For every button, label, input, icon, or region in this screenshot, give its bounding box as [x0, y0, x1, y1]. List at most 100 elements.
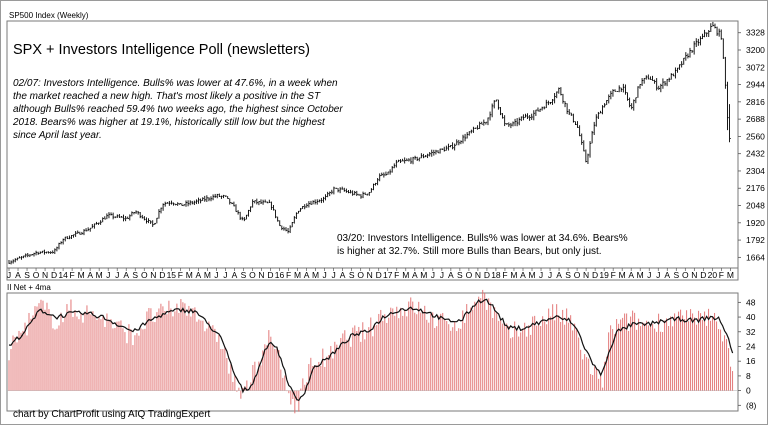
price-bar	[368, 191, 371, 196]
price-bar	[141, 214, 144, 219]
net-bar	[668, 325, 670, 391]
net-bar	[526, 336, 528, 391]
price-bar	[500, 107, 502, 116]
price-bar	[43, 249, 46, 255]
x-tick-label: O	[249, 270, 256, 280]
net-bar	[18, 330, 20, 391]
net-bar	[234, 375, 236, 391]
x-tick-label: F	[611, 270, 616, 280]
price-bar	[131, 211, 134, 217]
price-bar	[704, 29, 706, 38]
net-y-tick-label: 24	[746, 341, 756, 351]
net-bar	[344, 330, 346, 391]
price-bar	[293, 216, 296, 224]
net-bar	[214, 328, 216, 391]
price-bar	[437, 150, 440, 154]
price-bar	[143, 216, 146, 221]
net-bar	[514, 321, 516, 391]
net-bar	[92, 311, 94, 391]
net-bar	[112, 328, 114, 391]
x-tick-label: A	[556, 270, 562, 280]
x-tick-label: N	[691, 270, 697, 280]
x-tick-label: F	[394, 270, 399, 280]
price-bar	[541, 106, 544, 111]
price-bar	[160, 207, 163, 214]
net-bar	[108, 319, 110, 391]
price-bar	[14, 258, 17, 263]
net-bar	[200, 320, 202, 391]
net-bar	[500, 319, 502, 391]
x-tick-label: N	[42, 270, 48, 280]
price-bar	[302, 205, 304, 210]
price-bar	[241, 216, 244, 221]
price-bar	[710, 23, 713, 33]
x-tick-label: 18	[491, 270, 501, 280]
net-bar	[28, 312, 30, 391]
price-bar	[458, 139, 461, 146]
net-bar	[284, 375, 286, 391]
price-y-axis: 3328 3200 3072 2944 2816 2688 2560 2432 2304 2176…	[738, 28, 765, 262]
price-y-tick-label: 3200	[746, 45, 765, 55]
net-bar	[418, 301, 420, 391]
net-bar	[64, 316, 66, 391]
net-bar	[566, 308, 568, 391]
price-bar	[177, 202, 179, 206]
price-bar	[135, 210, 138, 214]
price-bar	[60, 241, 63, 245]
net-bar	[68, 310, 70, 391]
price-bar	[304, 204, 307, 210]
x-tick-label: M	[312, 270, 319, 280]
price-bar	[568, 109, 571, 116]
net-bar	[228, 373, 230, 391]
price-bar	[18, 256, 21, 259]
price-bar	[195, 199, 198, 205]
price-bar	[547, 100, 550, 106]
net-bar	[156, 312, 158, 391]
price-bar	[23, 255, 25, 259]
price-bar	[556, 91, 559, 99]
net-bar	[612, 329, 614, 391]
price-bar	[85, 228, 88, 232]
net-bar	[632, 310, 634, 391]
price-bar	[137, 210, 140, 215]
x-tick-label: F	[286, 270, 291, 280]
price-bar	[433, 149, 436, 156]
net-bar	[160, 303, 162, 391]
net-bar	[352, 327, 354, 391]
net-bar	[116, 321, 118, 391]
net-bar	[516, 328, 518, 391]
net-bar	[614, 334, 616, 391]
price-bar	[175, 203, 177, 206]
net-bar	[326, 356, 328, 391]
net-bar	[276, 348, 278, 391]
price-y-tick-label: 1792	[746, 235, 765, 245]
net-bar	[458, 328, 460, 391]
net-bar	[596, 368, 598, 391]
net-bar	[400, 307, 402, 391]
net-bar	[278, 350, 280, 391]
price-bar	[250, 206, 252, 213]
net-bar	[52, 328, 54, 391]
price-bar	[258, 201, 261, 206]
net-4ma-line	[8, 298, 734, 402]
net-bar	[180, 299, 182, 391]
price-bar	[8, 260, 11, 264]
price-panel-label: SP500 Index (Weekly)	[9, 11, 89, 20]
net-bar	[206, 328, 208, 391]
price-bar	[579, 125, 581, 137]
net-bar	[506, 323, 508, 391]
price-bar	[364, 192, 367, 195]
net-bar	[456, 331, 458, 391]
price-bar	[264, 199, 267, 203]
price-bar	[677, 67, 679, 73]
net-bar	[350, 346, 352, 391]
net-bar	[74, 310, 76, 391]
net-bar	[602, 387, 604, 391]
price-bar	[506, 123, 509, 125]
net-bar	[374, 325, 376, 391]
net-bar	[292, 390, 294, 400]
net-bar	[104, 326, 106, 391]
price-bar	[587, 153, 590, 164]
